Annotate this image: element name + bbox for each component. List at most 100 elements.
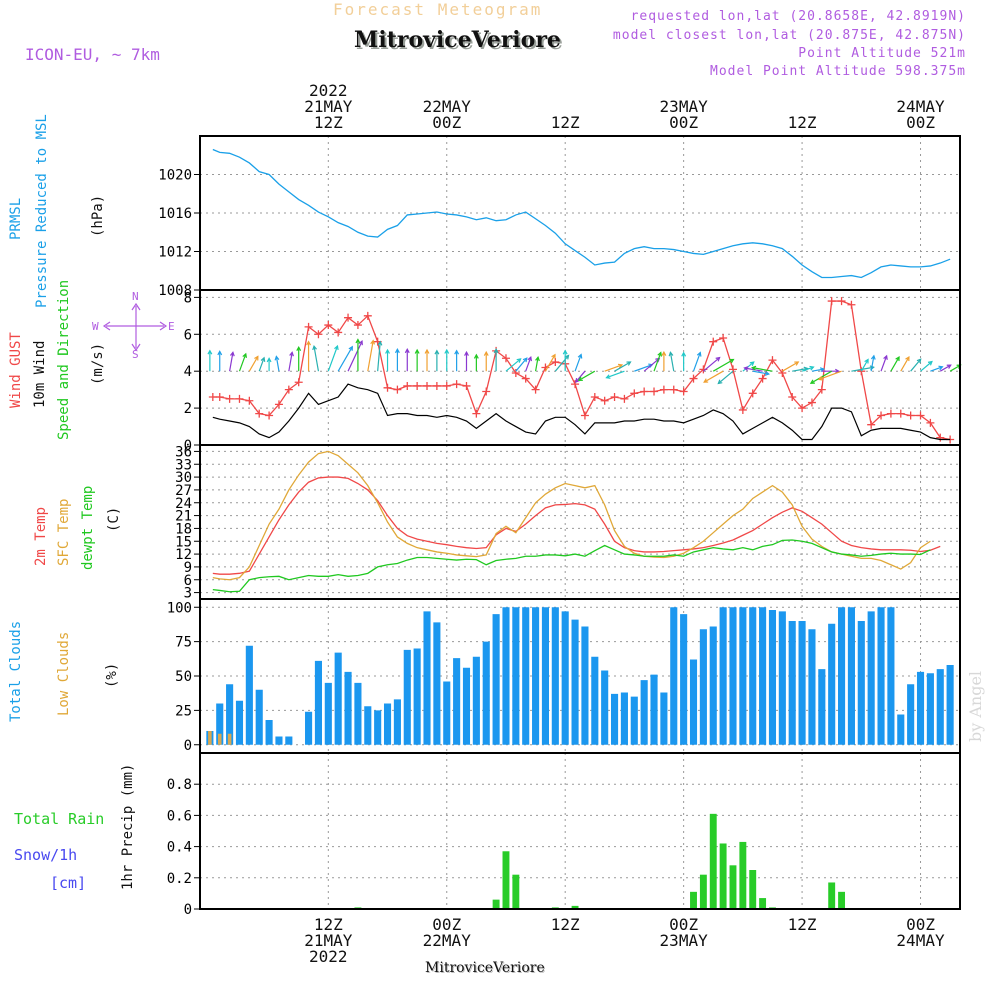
total-cloud-bar (601, 670, 609, 745)
gust-marker (334, 328, 343, 337)
precip-bar (719, 843, 727, 909)
total-cloud-bar (768, 610, 777, 745)
total-cloud-bar (561, 611, 569, 745)
gust-marker (728, 365, 737, 374)
total-cloud-bar (749, 607, 757, 745)
wind-arrow-head (617, 363, 624, 369)
wind-arrow (229, 352, 234, 372)
wind-arrow (880, 355, 888, 372)
gust-marker (778, 369, 787, 378)
y-tick-label: 27 (175, 483, 192, 499)
total-cloud-bar (413, 648, 421, 745)
gust-marker (255, 409, 264, 418)
bottom-time-label: 23MAY (660, 931, 709, 950)
compass-e: E (168, 320, 175, 333)
gust-marker (235, 394, 244, 403)
total-cloud-bar (670, 607, 678, 745)
total-cloud-bar (245, 645, 253, 745)
wind-arrow (347, 340, 363, 372)
gust-marker (817, 385, 826, 394)
gust-marker (225, 394, 234, 403)
wind-arrow-head (312, 344, 317, 351)
wind-arrow (327, 345, 339, 372)
wind-arrow-head (404, 348, 410, 354)
wind-arrow-head (864, 358, 869, 364)
total-cloud-bar (314, 660, 322, 745)
total-cloud-bar (610, 693, 619, 745)
wind-arrow (258, 357, 265, 372)
gust-marker (758, 374, 767, 383)
wind-arrow (920, 361, 933, 372)
y-tick-label: 36 (175, 444, 192, 460)
bottom-station-label: MitroviceVeriore (425, 960, 545, 976)
y-tick-label: 1016 (158, 206, 192, 222)
wind-speed-line (212, 383, 951, 441)
wind-arrow-head (626, 361, 632, 366)
wind-arrow-head (229, 351, 235, 357)
total-cloud-bar (522, 607, 530, 745)
wind-arrow (702, 357, 721, 372)
gust-marker (462, 381, 471, 390)
total-cloud-bar (305, 711, 313, 745)
wind-arrow-head (870, 354, 876, 360)
gust-marker (482, 387, 491, 396)
total-cloud-bar (946, 665, 954, 745)
wind-arrow-head (370, 339, 376, 345)
gust-marker (709, 337, 718, 346)
precip-bar (502, 851, 510, 909)
y-tick-label: 0.6 (167, 808, 192, 824)
wind-arrow (505, 358, 521, 372)
wind-arrow-head (809, 365, 815, 371)
total-cloud-bar (897, 714, 905, 745)
gust-marker (571, 380, 580, 389)
y-tick-label: 3 (184, 586, 192, 602)
bottom-time-label: 00Z (906, 915, 935, 934)
wind-arrow (337, 346, 353, 372)
wind-arrow (712, 359, 734, 372)
total-cloud-bar (660, 692, 668, 745)
wind-arrow-head (575, 378, 580, 384)
gust-marker (847, 300, 856, 309)
gust-marker (403, 381, 412, 390)
total-cloud-bar (887, 607, 895, 745)
wind-arrow-head (605, 374, 611, 379)
bottom-time-label: 24MAY (896, 931, 945, 950)
total-cloud-bar (334, 652, 342, 745)
wind-arrow (248, 356, 259, 372)
gust-marker (432, 381, 441, 390)
gust-marker (265, 411, 274, 420)
total-cloud-bar (916, 671, 925, 745)
y-tick-label: 25 (175, 703, 192, 719)
wind-arrow-head (274, 355, 280, 361)
wind-arrow-head (242, 352, 247, 358)
wind-arrow (811, 368, 824, 372)
total-cloud-bar (689, 659, 698, 745)
precip-bar (759, 898, 767, 909)
y-tick-label: 9 (184, 560, 192, 576)
total-cloud-bar (255, 689, 263, 745)
panel-frame (199, 289, 961, 446)
total-cloud-bar (630, 696, 638, 745)
bottom-time-label: 12Z (314, 915, 343, 934)
p5-side-rain: Total Rain (14, 810, 105, 828)
wind-arrow (525, 356, 532, 372)
total-cloud-bar (453, 658, 461, 745)
total-cloud-bar (512, 607, 520, 745)
wind-arrow (692, 352, 701, 372)
wind-arrow-head (661, 350, 667, 356)
total-cloud-bar (828, 623, 836, 745)
y-tick-label: 30 (175, 470, 192, 486)
wind-arrow (703, 370, 724, 383)
wind-arrow (574, 354, 582, 372)
gust-marker (353, 321, 362, 330)
precip-bar (739, 841, 747, 909)
compass-legend: N W E S (92, 290, 175, 361)
wind-arrow-head (473, 353, 479, 359)
gust-marker (245, 396, 254, 405)
wind-arrow-head (743, 366, 749, 371)
gust-marker (551, 357, 560, 366)
total-cloud-bar (532, 607, 540, 745)
wind-arrow-head (289, 351, 294, 357)
y-tick-label: 6 (184, 327, 192, 343)
wind-arrow (554, 355, 569, 372)
